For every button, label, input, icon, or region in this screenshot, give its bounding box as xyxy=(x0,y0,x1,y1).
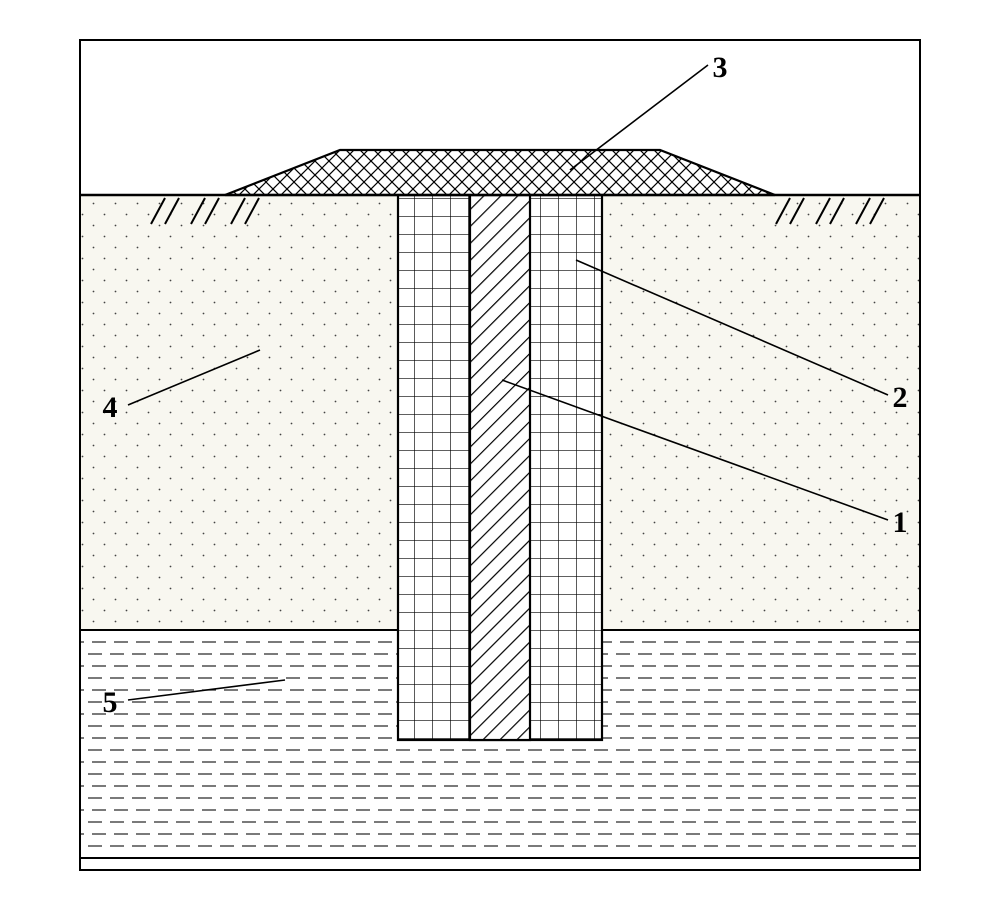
label-1: 1 xyxy=(893,506,908,539)
label-5: 5 xyxy=(103,686,118,719)
label-2: 2 xyxy=(893,381,908,414)
embankment-region xyxy=(225,150,775,195)
label-4: 4 xyxy=(103,391,118,424)
label-3: 3 xyxy=(713,51,728,84)
diagram-body xyxy=(80,150,920,858)
inner-column-region xyxy=(470,195,530,740)
